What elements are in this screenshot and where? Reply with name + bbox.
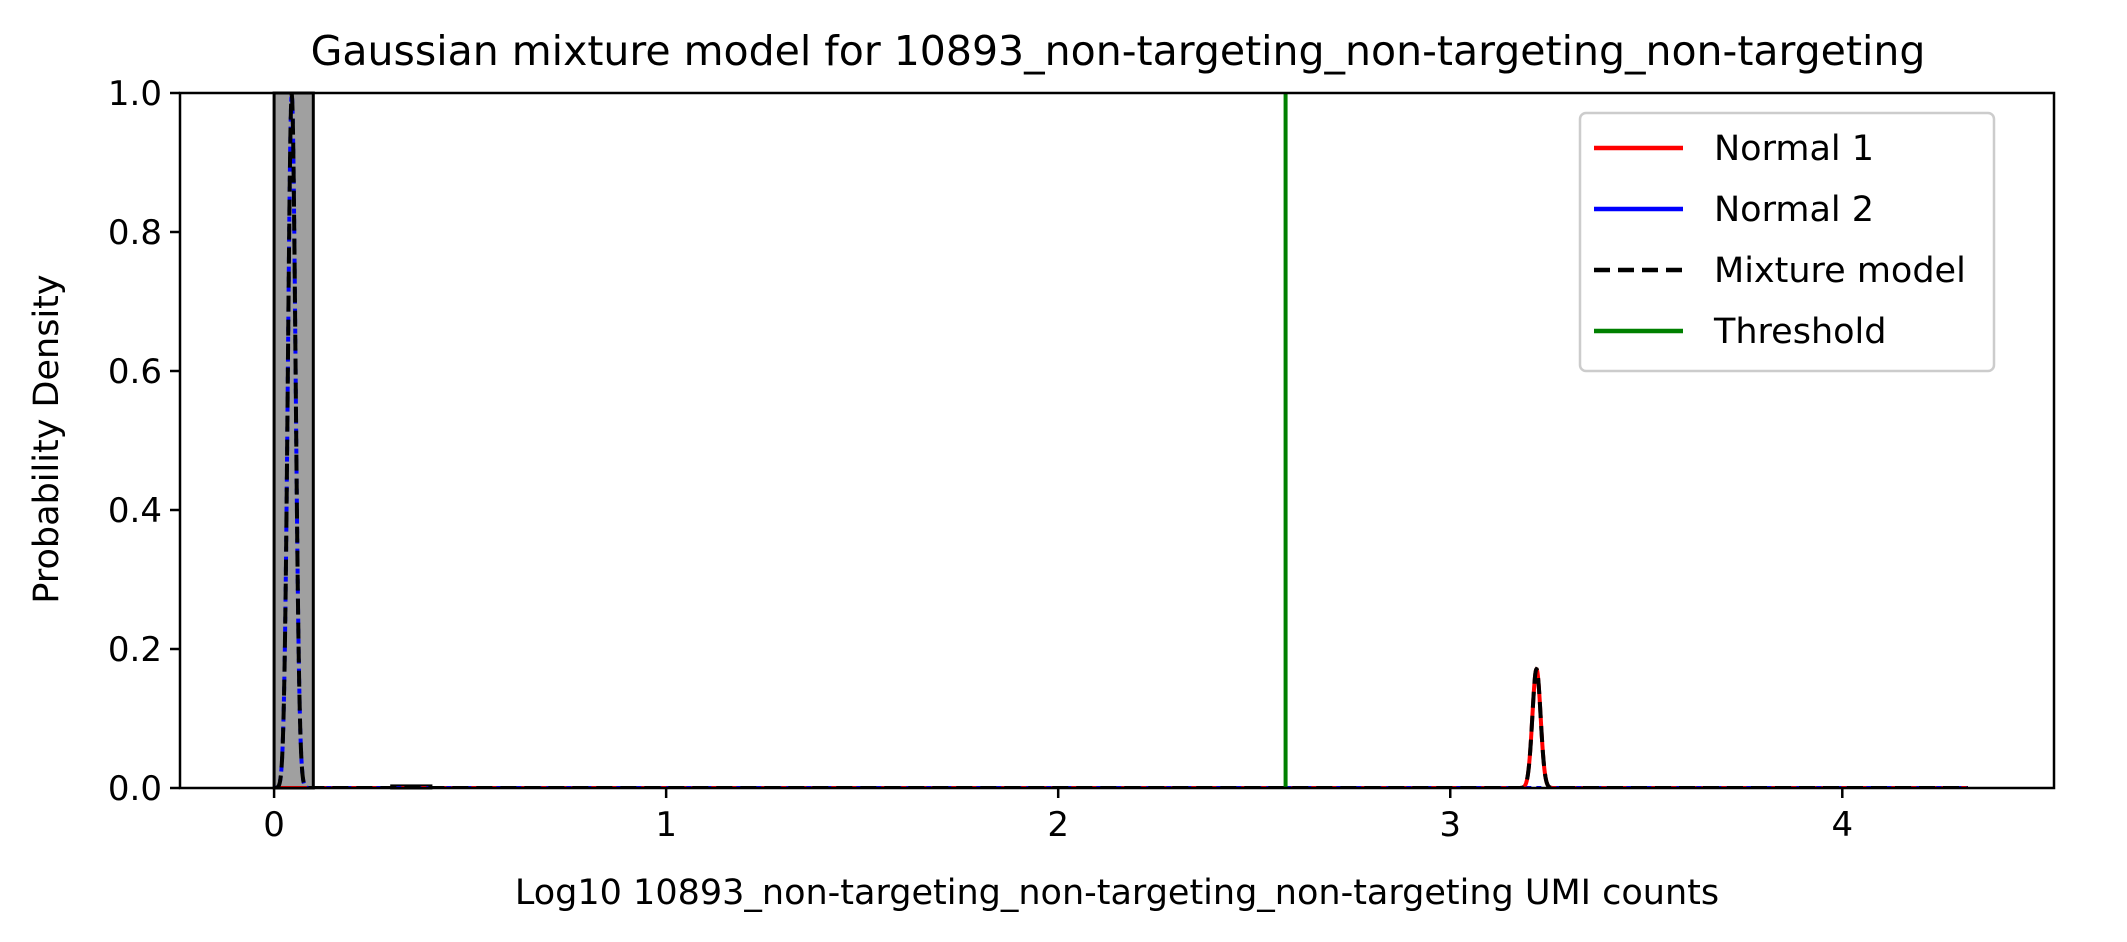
plot-area: 0 1 2 3 4 0.0 0.2 0.4 0.6 0.8 1.0 bbox=[108, 74, 2056, 845]
chart-title: Gaussian mixture model for 10893_non-tar… bbox=[311, 27, 1926, 75]
x-tick-label: 3 bbox=[1439, 805, 1461, 845]
legend-label-threshold: Threshold bbox=[1713, 312, 1887, 352]
series-group bbox=[274, 93, 1968, 788]
legend-box bbox=[1578, 111, 1996, 373]
y-tick-label: 0.4 bbox=[108, 491, 162, 531]
y-tick-label: 0.2 bbox=[108, 630, 162, 670]
y-tick-label: 1.0 bbox=[108, 74, 162, 114]
y-axis-label: Probability Density bbox=[27, 274, 67, 603]
legend: Normal 1 Normal 2 Mixture model Threshold bbox=[1578, 111, 1996, 373]
legend-label-mixture-model: Mixture model bbox=[1714, 251, 1966, 291]
axes-frame bbox=[178, 91, 2056, 790]
x-tick-label: 1 bbox=[655, 805, 677, 845]
x-tick-label: 2 bbox=[1047, 805, 1069, 845]
series-line-normal-1 bbox=[274, 666, 1968, 788]
x-axis-label: Log10 10893_non-targeting_non-targeting_… bbox=[515, 873, 1719, 913]
x-tick-label: 4 bbox=[1831, 805, 1853, 845]
y-tick-label: 0.8 bbox=[108, 213, 162, 253]
legend-label-normal-1: Normal 1 bbox=[1714, 129, 1874, 169]
x-tick-label: 0 bbox=[263, 805, 285, 845]
y-tick-label: 0.0 bbox=[108, 769, 162, 809]
y-tick-label: 0.6 bbox=[108, 352, 162, 392]
legend-label-normal-2: Normal 2 bbox=[1714, 190, 1874, 230]
